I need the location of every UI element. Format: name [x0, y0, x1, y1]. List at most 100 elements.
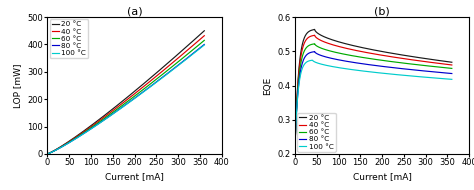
80 °C — [320, 55, 326, 57]
Line: 40 °C: 40 °C — [295, 35, 452, 149]
60 °C — [149, 81, 155, 84]
40 °C — [85, 128, 91, 130]
20 °C — [385, 51, 391, 54]
100 °C — [73, 138, 78, 140]
60 °C — [85, 129, 91, 131]
100 °C — [137, 93, 143, 96]
100 °C — [333, 66, 338, 68]
80 °C — [312, 50, 318, 53]
Y-axis label: EQE: EQE — [263, 76, 272, 95]
Line: 60 °C: 60 °C — [295, 44, 452, 147]
40 °C — [137, 88, 143, 91]
20 °C — [163, 64, 168, 66]
20 °C — [85, 127, 91, 129]
100 °C — [385, 73, 391, 75]
80 °C — [333, 58, 338, 60]
60 °C — [45, 153, 50, 155]
80 °C — [292, 144, 298, 146]
40 °C — [73, 137, 78, 139]
80 °C — [85, 130, 91, 132]
60 °C — [320, 48, 326, 50]
Line: 80 °C: 80 °C — [47, 44, 204, 154]
20 °C — [45, 153, 50, 155]
60 °C — [137, 91, 143, 93]
60 °C — [73, 137, 78, 139]
80 °C — [397, 67, 403, 70]
100 °C — [149, 84, 155, 87]
100 °C — [410, 75, 416, 77]
60 °C — [116, 107, 121, 109]
80 °C — [201, 43, 207, 46]
60 °C — [410, 63, 416, 65]
40 °C — [410, 59, 416, 61]
40 °C — [163, 67, 168, 70]
20 °C — [116, 103, 121, 106]
Line: 100 °C: 100 °C — [47, 45, 204, 154]
60 °C — [312, 43, 318, 45]
40 °C — [397, 57, 403, 59]
Title: (b): (b) — [374, 6, 390, 16]
Legend: 20 °C, 40 °C, 60 °C, 80 °C, 100 °C: 20 °C, 40 °C, 60 °C, 80 °C, 100 °C — [297, 113, 336, 152]
60 °C — [449, 67, 455, 70]
20 °C — [449, 61, 455, 63]
40 °C — [116, 105, 121, 108]
40 °C — [149, 78, 155, 81]
Line: 60 °C: 60 °C — [47, 40, 204, 154]
80 °C — [364, 63, 369, 65]
Line: 20 °C: 20 °C — [47, 31, 204, 154]
40 °C — [333, 44, 338, 47]
80 °C — [163, 74, 168, 76]
Title: (a): (a) — [127, 6, 142, 16]
60 °C — [364, 57, 369, 59]
Line: 40 °C: 40 °C — [47, 36, 204, 154]
20 °C — [137, 86, 143, 88]
Y-axis label: LOP [mW]: LOP [mW] — [13, 63, 22, 108]
80 °C — [137, 93, 143, 95]
20 °C — [201, 30, 207, 32]
20 °C — [364, 47, 369, 50]
80 °C — [449, 72, 455, 75]
40 °C — [45, 153, 50, 155]
20 °C — [397, 53, 403, 56]
100 °C — [292, 146, 298, 148]
40 °C — [312, 34, 318, 36]
100 °C — [449, 78, 455, 81]
40 °C — [320, 40, 326, 43]
Line: 100 °C: 100 °C — [295, 60, 452, 147]
60 °C — [163, 71, 168, 73]
20 °C — [149, 75, 155, 78]
20 °C — [320, 35, 326, 37]
100 °C — [310, 59, 315, 61]
60 °C — [333, 51, 338, 53]
100 °C — [85, 130, 91, 132]
100 °C — [163, 74, 168, 76]
Line: 20 °C: 20 °C — [295, 29, 452, 150]
100 °C — [320, 63, 326, 66]
100 °C — [45, 153, 50, 155]
80 °C — [73, 138, 78, 140]
60 °C — [201, 39, 207, 41]
100 °C — [201, 44, 207, 46]
20 °C — [333, 40, 338, 42]
100 °C — [116, 109, 121, 111]
Line: 80 °C: 80 °C — [295, 51, 452, 145]
80 °C — [385, 66, 391, 68]
80 °C — [149, 84, 155, 86]
40 °C — [201, 35, 207, 37]
40 °C — [449, 64, 455, 66]
20 °C — [312, 28, 318, 31]
100 °C — [397, 74, 403, 76]
80 °C — [410, 69, 416, 71]
40 °C — [364, 51, 369, 54]
100 °C — [364, 70, 369, 73]
60 °C — [397, 62, 403, 64]
40 °C — [292, 148, 298, 150]
X-axis label: Current [mA]: Current [mA] — [353, 173, 411, 182]
20 °C — [73, 136, 78, 138]
80 °C — [45, 153, 50, 155]
40 °C — [385, 55, 391, 57]
60 °C — [292, 146, 298, 148]
20 °C — [410, 56, 416, 58]
80 °C — [116, 109, 121, 111]
20 °C — [292, 149, 298, 152]
